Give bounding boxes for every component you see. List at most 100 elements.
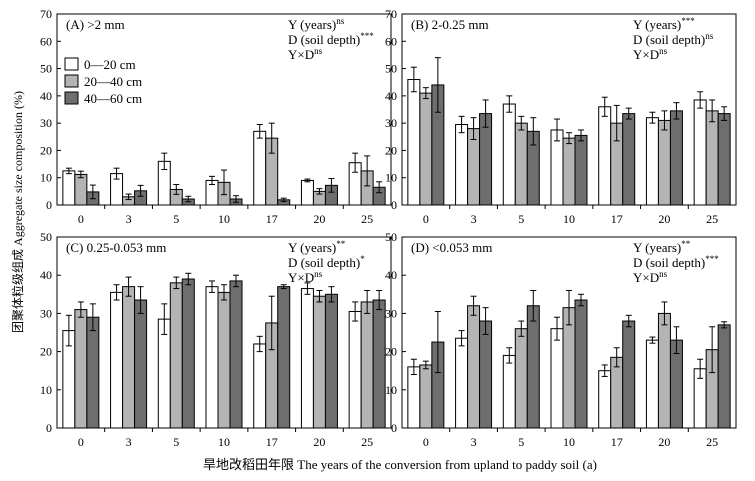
- stats-annotation: Y (years)**: [633, 239, 691, 255]
- bar-series-2: [467, 305, 481, 429]
- bar-series-2: [419, 364, 433, 429]
- bar-series-1: [550, 328, 564, 429]
- bar-series-1: [502, 354, 516, 429]
- y-tick-label: 20: [385, 345, 397, 359]
- bar-series-1: [300, 288, 314, 429]
- x-axis-label: 旱地改稻田年限 The years of the conversion from…: [203, 457, 597, 472]
- stats-annotation: Y (years)**: [288, 239, 346, 255]
- panel-b: 0 10 20 30 40 50 60 70 0 3 5 10 17 20 25 (B) 2-0.25 mm Y…: [385, 7, 737, 226]
- bar-series-1: [693, 99, 707, 206]
- legend-label: 20—40 cm: [84, 74, 142, 89]
- y-tick-label: 50: [385, 62, 397, 76]
- x-tick-label: 5: [173, 435, 179, 449]
- stats-annotation: Y (years)ns: [288, 16, 345, 32]
- bar-series-1: [598, 370, 612, 429]
- x-tick-label: 17: [266, 212, 278, 226]
- legend-swatch-2: [64, 74, 79, 88]
- bar-series-2: [312, 295, 326, 429]
- y-tick-label: 20: [40, 143, 52, 157]
- bar-series-1: [62, 170, 76, 206]
- stats-annotation: Y×Dns: [633, 269, 668, 285]
- x-tick-label: 20: [313, 435, 325, 449]
- bar-series-2: [705, 110, 719, 206]
- stats-annotation: D (soil depth)*: [288, 254, 365, 270]
- y-tick-label: 70: [385, 7, 397, 21]
- stats-annotation: Y×Dns: [633, 46, 668, 62]
- bar-series-3: [372, 299, 386, 429]
- bar-series-2: [562, 137, 576, 206]
- legend-label: 0—20 cm: [84, 57, 136, 72]
- bar-series-3: [134, 299, 148, 429]
- bar-series-3: [669, 110, 683, 206]
- x-tick-label: 25: [706, 435, 718, 449]
- y-tick-label: 0: [391, 198, 397, 212]
- bar-series-2: [74, 173, 88, 206]
- y-axis-label: 团聚体粒级组成 Aggregate size composition (%): [10, 91, 25, 333]
- y-tick-label: 30: [40, 116, 52, 130]
- y-tick-label: 50: [40, 62, 52, 76]
- x-tick-label: 25: [361, 212, 373, 226]
- bar-series-1: [502, 103, 516, 206]
- bar-series-2: [657, 119, 671, 206]
- y-tick-label: 70: [40, 7, 52, 21]
- stats-annotation: D (soil depth)***: [288, 31, 374, 47]
- legend-swatch-1: [64, 57, 79, 71]
- y-tick-label: 0: [46, 421, 52, 435]
- x-tick-label: 10: [218, 435, 230, 449]
- bar-series-2: [217, 291, 231, 429]
- x-tick-label: 0: [423, 212, 429, 226]
- x-tick-label: 3: [471, 435, 477, 449]
- bar-series-1: [348, 310, 362, 429]
- y-tick-label: 0: [46, 198, 52, 212]
- x-tick-label: 10: [218, 212, 230, 226]
- y-tick-label: 0: [391, 421, 397, 435]
- bar-series-3: [717, 324, 731, 429]
- bar-series-1: [157, 318, 171, 429]
- x-tick-label: 20: [313, 212, 325, 226]
- bar-series-1: [455, 124, 469, 206]
- panel-title: (A) >2 mm: [66, 17, 125, 32]
- legend: 0—20 cm 20—40 cm 40—60 cm: [64, 57, 142, 106]
- bar-series-3: [622, 113, 636, 206]
- y-tick-label: 30: [40, 306, 52, 320]
- legend-label: 40—60 cm: [84, 91, 142, 106]
- bar-series-2: [419, 92, 433, 206]
- y-tick-label: 40: [40, 268, 52, 282]
- x-tick-label: 10: [563, 435, 575, 449]
- bar-series-1: [253, 343, 267, 429]
- bar-series-1: [645, 117, 659, 206]
- bar-series-2: [122, 286, 136, 429]
- stats-annotation: Y×Dns: [288, 46, 323, 62]
- x-tick-label: 25: [361, 435, 373, 449]
- x-tick-label: 17: [611, 212, 623, 226]
- y-tick-label: 10: [385, 171, 397, 185]
- bar-series-2: [169, 282, 183, 429]
- bar-series-1: [205, 286, 219, 429]
- bar-series-1: [645, 339, 659, 429]
- y-tick-label: 40: [385, 268, 397, 282]
- bar-series-2: [562, 307, 576, 429]
- stats-annotation: Y×Dns: [288, 269, 323, 285]
- bar-series-1: [300, 179, 314, 206]
- x-tick-label: 0: [78, 435, 84, 449]
- y-tick-label: 10: [40, 383, 52, 397]
- panel-a: 0 10 20 30 40 50 60 70 0 3 5 10 17 20 25 (A) >2 mm Y (ye…: [40, 7, 392, 226]
- stats-annotation: D (soil depth)ns: [633, 31, 714, 47]
- x-tick-label: 5: [518, 435, 524, 449]
- x-tick-label: 0: [423, 435, 429, 449]
- bar-series-3: [277, 286, 291, 429]
- bar-series-1: [110, 291, 124, 429]
- x-tick-label: 20: [658, 435, 670, 449]
- y-tick-label: 20: [40, 345, 52, 359]
- x-tick-label: 5: [173, 212, 179, 226]
- x-tick-label: 17: [611, 435, 623, 449]
- bar-series-1: [407, 366, 421, 429]
- x-tick-label: 0: [78, 212, 84, 226]
- bar-series-3: [479, 320, 493, 429]
- x-tick-label: 3: [126, 212, 132, 226]
- bar-series-2: [657, 312, 671, 429]
- bar-series-3: [229, 280, 243, 429]
- x-tick-label: 17: [266, 435, 278, 449]
- bar-series-3: [86, 316, 100, 429]
